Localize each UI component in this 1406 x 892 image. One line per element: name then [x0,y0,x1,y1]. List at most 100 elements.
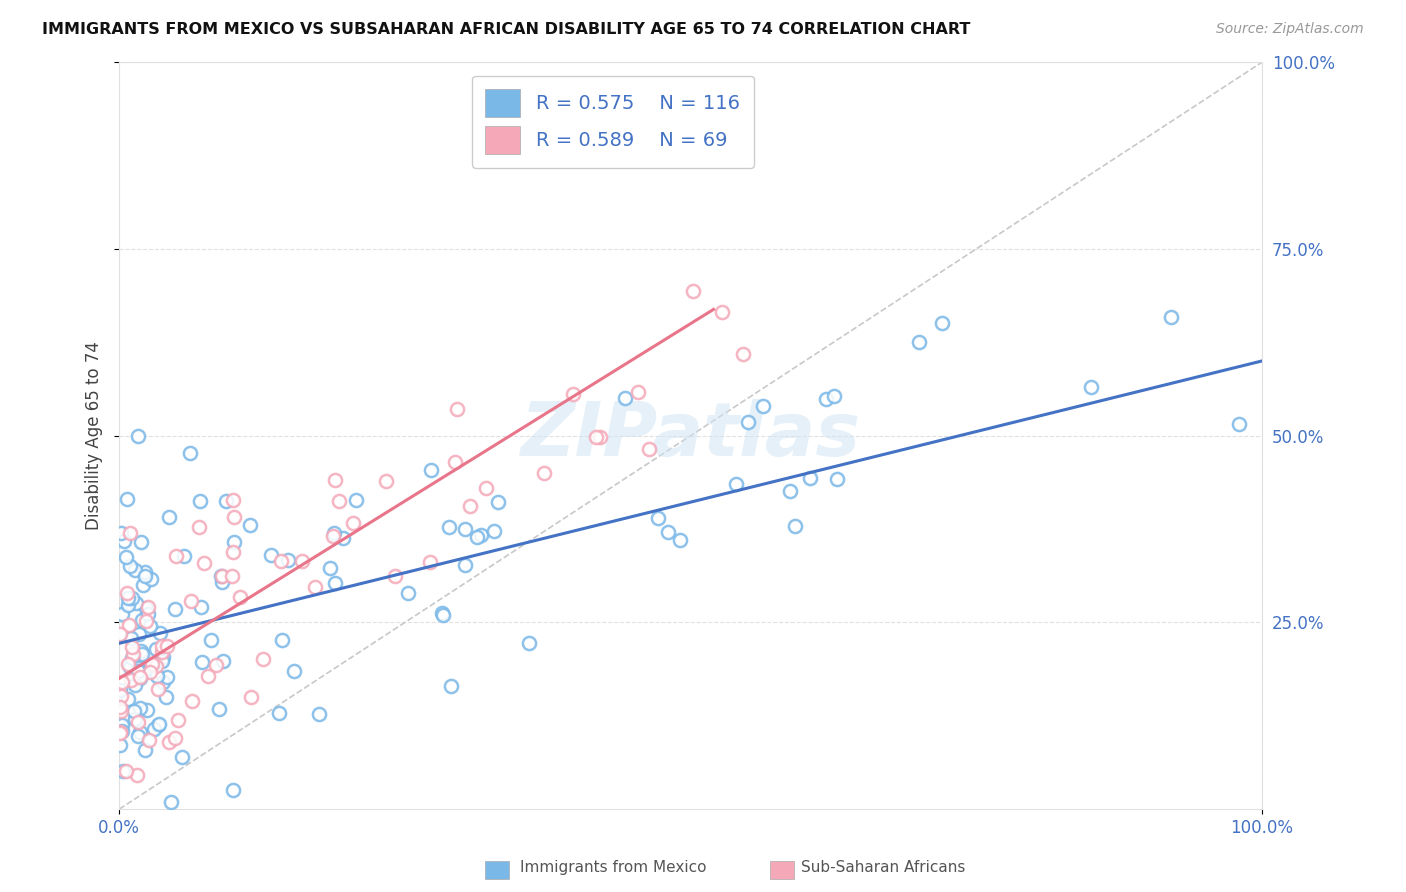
Point [589,430,612,444]
Point [291,553,314,567]
Point [159,509,181,524]
Point [110,627,132,641]
Point [222,783,245,797]
Point [682,285,704,299]
Point [440,679,463,693]
Point [725,477,748,491]
Point [138,733,160,747]
Point [120,526,142,541]
Point [419,555,441,569]
Point [165,602,187,616]
Point [112,533,135,548]
Point [308,706,330,721]
Point [111,723,134,738]
Point [319,561,342,575]
Point [163,731,186,746]
Point [533,466,555,480]
Point [430,607,453,621]
Point [222,544,245,558]
Text: ZIPatlas: ZIPatlas [520,399,860,472]
Point [190,494,212,508]
Point [110,704,132,718]
Point [221,569,243,583]
Point [157,735,180,749]
Point [1160,310,1182,325]
Point [1080,380,1102,394]
Y-axis label: Disability Age 65 to 74: Disability Age 65 to 74 [86,342,103,530]
Point [128,626,150,640]
Point [396,586,419,600]
Point [139,665,162,680]
Point [141,657,163,671]
Point [124,563,146,577]
Point [475,481,498,495]
Point [470,528,492,542]
Point [228,590,250,604]
Point [118,617,141,632]
Point [110,675,132,690]
Point [931,316,953,330]
Legend: R = 0.575    N = 116, R = 0.589    N = 69: R = 0.575 N = 116, R = 0.589 N = 69 [472,76,754,168]
Point [224,534,246,549]
Point [325,473,347,487]
Point [668,533,690,547]
Point [110,738,132,752]
Point [482,524,505,538]
Point [180,594,202,608]
Point [271,632,294,647]
Point [134,566,156,580]
Point [127,714,149,729]
Point [122,704,145,718]
Point [627,385,650,400]
Point [277,553,299,567]
Point [827,472,849,486]
Point [156,670,179,684]
Point [142,722,165,736]
Point [209,569,232,583]
Point [783,519,806,533]
Point [908,334,931,349]
Point [344,492,367,507]
Point [239,517,262,532]
Point [110,607,132,622]
Point [465,530,488,544]
Point [129,644,152,658]
Point [211,569,233,583]
Point [779,484,801,499]
Point [179,446,201,460]
Point [799,470,821,484]
Point [752,399,775,413]
Point [152,675,174,690]
Point [121,650,143,665]
Point [432,607,454,622]
Point [419,463,441,477]
Point [145,642,167,657]
Point [150,639,173,653]
Point [136,600,159,615]
Point [127,661,149,675]
Point [135,703,157,717]
Point [152,649,174,664]
Point [322,529,344,543]
Point [731,347,754,361]
Point [486,495,509,509]
Point [173,549,195,564]
Point [124,712,146,726]
Point [269,706,291,720]
Point [323,526,346,541]
Point [132,578,155,592]
Point [117,657,139,671]
Point [127,729,149,743]
Point [188,520,211,534]
Point [150,645,173,659]
Point [117,692,139,706]
Point [155,690,177,705]
Point [129,671,152,685]
Point [125,596,148,610]
Point [190,599,212,614]
Point [657,524,679,539]
Point [193,556,215,570]
Point [197,668,219,682]
Point [129,534,152,549]
Point [148,717,170,731]
